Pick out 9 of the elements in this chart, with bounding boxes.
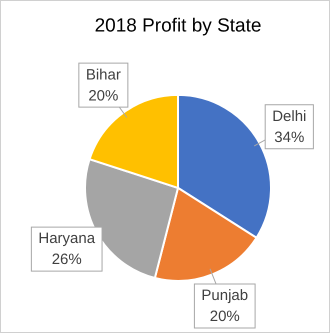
slice-label: Haryana — [38, 230, 96, 248]
data-label: 20% — [88, 87, 118, 104]
slice-label: Delhi — [272, 108, 306, 125]
data-label: 34% — [274, 128, 304, 146]
slice-label: Bihar — [86, 66, 121, 84]
chart-title: 2018 Profit by State — [94, 16, 262, 37]
data-label: 26% — [52, 251, 82, 268]
slice-label: Punjab — [201, 287, 248, 304]
data-label: 20% — [210, 308, 240, 326]
